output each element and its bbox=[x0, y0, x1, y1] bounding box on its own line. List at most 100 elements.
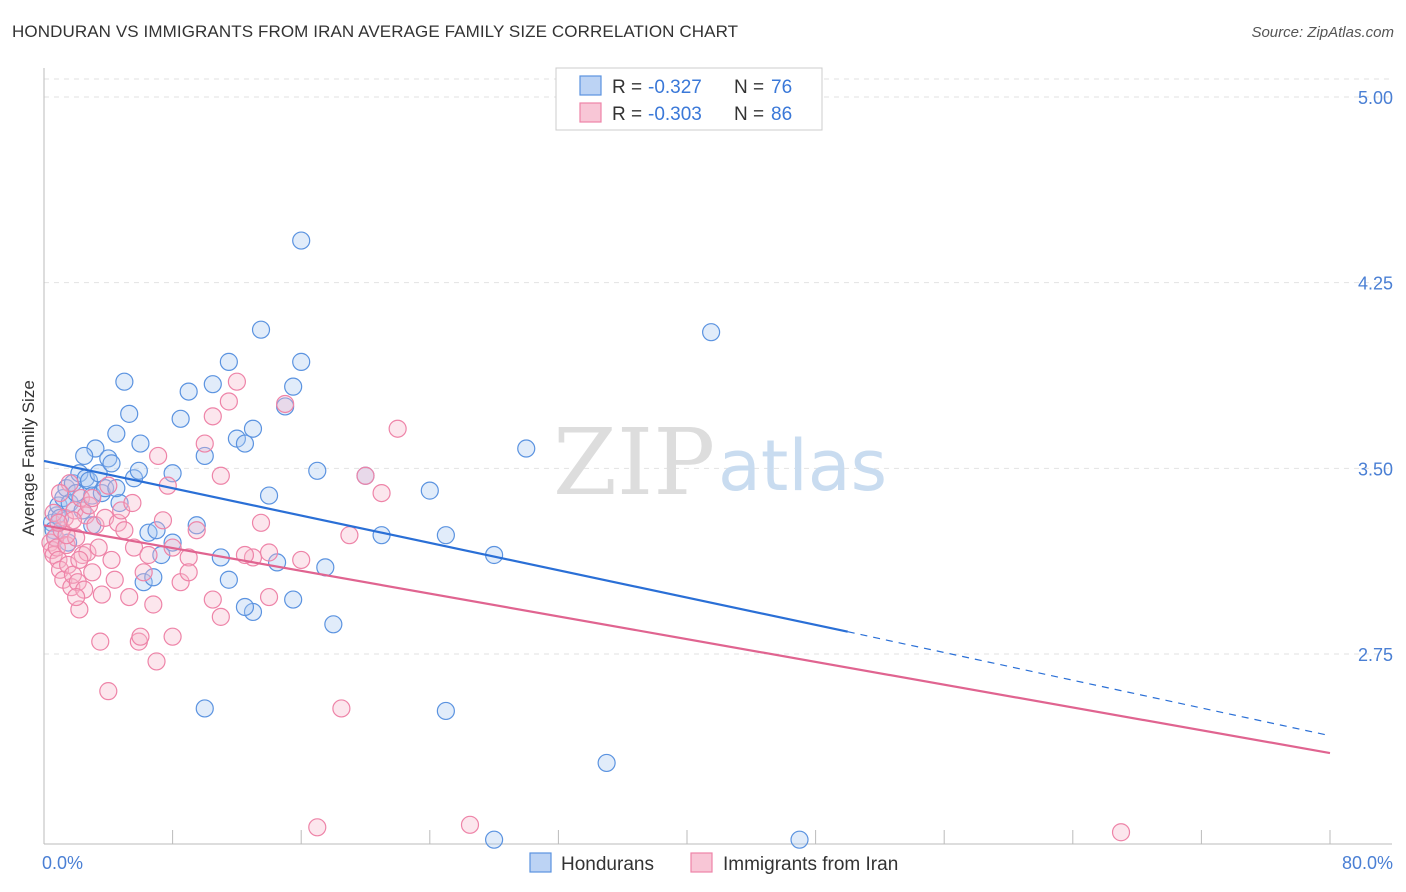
honduran-point-16 bbox=[86, 439, 105, 458]
chart-title: HONDURAN VS IMMIGRANTS FROM IRAN AVERAGE… bbox=[12, 22, 739, 41]
honduran-point-21 bbox=[102, 454, 121, 473]
legend-r-label-1: R = bbox=[612, 77, 642, 98]
honduran-point-31 bbox=[147, 521, 166, 540]
honduran-trend-line bbox=[43, 459, 848, 633]
bottom-legend-label-iran: Immigrants from Iran bbox=[723, 854, 898, 875]
honduran-point-43 bbox=[243, 419, 263, 438]
honduran-point-44 bbox=[251, 320, 271, 339]
honduran-point-55 bbox=[420, 481, 439, 500]
honduran-point-37 bbox=[195, 446, 214, 466]
bottom-legend-swatch-iran bbox=[690, 852, 713, 873]
honduran-point-38 bbox=[203, 375, 222, 394]
iran-point-81 bbox=[67, 587, 86, 607]
iran-point-76 bbox=[44, 503, 63, 522]
legend-n-value-2: 86 bbox=[771, 104, 792, 125]
honduran-point-25 bbox=[120, 404, 139, 423]
iran-point-36 bbox=[120, 587, 139, 607]
tick-labels: 2.75 3.50 4.25 5.00 0.0% 80.0% bbox=[42, 88, 1393, 873]
x-tick-label-max: 80.0% bbox=[1342, 853, 1393, 873]
iran-point-58 bbox=[292, 550, 311, 570]
iran-point-17 bbox=[68, 573, 87, 592]
honduran-point-23 bbox=[110, 493, 129, 513]
honduran-point-71 bbox=[75, 446, 94, 466]
honduran-point-63 bbox=[436, 701, 455, 721]
iran-point-69 bbox=[163, 627, 182, 646]
iran-point-77 bbox=[123, 493, 142, 513]
legend-n-label-2: N = bbox=[734, 104, 764, 125]
iran-point-10 bbox=[57, 535, 76, 555]
honduran-point-66 bbox=[219, 570, 238, 589]
iran-point-55 bbox=[251, 513, 271, 532]
iran-point-66 bbox=[1111, 823, 1131, 842]
iran-point-43 bbox=[153, 511, 173, 530]
iran-point-49 bbox=[195, 434, 214, 453]
honduran-point-14 bbox=[79, 471, 99, 490]
y-tick-label-1: 3.50 bbox=[1358, 459, 1393, 479]
iran-point-73 bbox=[70, 550, 89, 570]
iran-point-63 bbox=[372, 483, 391, 503]
iran-point-34 bbox=[112, 501, 131, 520]
honduran-point-34 bbox=[171, 409, 190, 428]
data-points bbox=[41, 231, 1131, 849]
honduran-point-68 bbox=[284, 590, 303, 609]
iran-point-20 bbox=[73, 545, 92, 565]
legend-r-value-1: -0.327 bbox=[648, 77, 702, 98]
iran-point-27 bbox=[89, 538, 108, 557]
iran-point-80 bbox=[83, 488, 102, 508]
honduran-point-50 bbox=[308, 461, 327, 480]
iran-point-79 bbox=[179, 563, 198, 582]
legend: R = -0.327 N = 76 R = -0.303 N = 86 bbox=[555, 67, 823, 131]
legend-swatch-iran bbox=[579, 102, 602, 123]
legend-r-value-2: -0.303 bbox=[648, 104, 702, 125]
iran-point-61 bbox=[340, 526, 359, 545]
honduran-point-58 bbox=[517, 439, 536, 458]
bottom-legend: Hondurans Immigrants from Iran bbox=[529, 852, 898, 875]
legend-n-value-1: 76 bbox=[771, 77, 792, 98]
iran-point-11 bbox=[59, 555, 78, 574]
iran-point-75 bbox=[50, 483, 70, 503]
axes bbox=[43, 68, 1392, 845]
iran-point-62 bbox=[356, 466, 375, 485]
iran-point-84 bbox=[211, 607, 230, 626]
iran-point-60 bbox=[332, 699, 351, 718]
honduran-point-61 bbox=[292, 231, 311, 250]
iran-point-42 bbox=[149, 446, 168, 466]
honduran-point-45 bbox=[259, 486, 279, 505]
iran-point-68 bbox=[147, 652, 166, 671]
honduran-point-22 bbox=[107, 424, 126, 443]
iran-point-32 bbox=[105, 570, 124, 589]
honduran-point-20 bbox=[99, 449, 118, 468]
honduran-point-65 bbox=[790, 830, 809, 849]
iran-point-51 bbox=[211, 466, 230, 485]
iran-point-35 bbox=[115, 521, 134, 540]
grid-lines bbox=[44, 78, 1392, 655]
iran-point-25 bbox=[83, 563, 102, 582]
legend-swatch-hondurans bbox=[579, 75, 602, 96]
honduran-point-52 bbox=[324, 615, 343, 634]
iran-point-85 bbox=[259, 587, 279, 607]
y-tick-label-2: 4.25 bbox=[1358, 274, 1393, 294]
y-tick-label-0: 2.75 bbox=[1358, 645, 1393, 665]
iran-point-78 bbox=[131, 627, 150, 646]
honduran-point-59 bbox=[597, 753, 616, 773]
iran-point-37 bbox=[124, 538, 144, 557]
honduran-point-40 bbox=[219, 352, 238, 371]
bottom-legend-label-hondurans: Hondurans bbox=[561, 854, 654, 875]
honduran-point-56 bbox=[436, 526, 455, 545]
honduran-point-27 bbox=[129, 461, 148, 480]
bottom-legend-swatch-hondurans bbox=[529, 852, 552, 873]
legend-r-label-2: R = bbox=[612, 104, 642, 125]
iran-point-47 bbox=[179, 548, 198, 567]
iran-point-12 bbox=[60, 474, 79, 493]
honduran-point-42 bbox=[235, 434, 255, 453]
iran-point-40 bbox=[139, 545, 158, 565]
watermark-atlas: atlas bbox=[718, 425, 887, 507]
honduran-point-48 bbox=[284, 377, 303, 396]
iran-point-57 bbox=[276, 394, 295, 414]
iran-point-53 bbox=[227, 372, 246, 391]
iran-point-72 bbox=[91, 632, 110, 651]
y-tick-label-3: 5.00 bbox=[1358, 88, 1393, 108]
honduran-point-60 bbox=[702, 323, 721, 342]
iran-trend-line bbox=[43, 524, 1331, 755]
honduran-point-35 bbox=[179, 382, 198, 401]
